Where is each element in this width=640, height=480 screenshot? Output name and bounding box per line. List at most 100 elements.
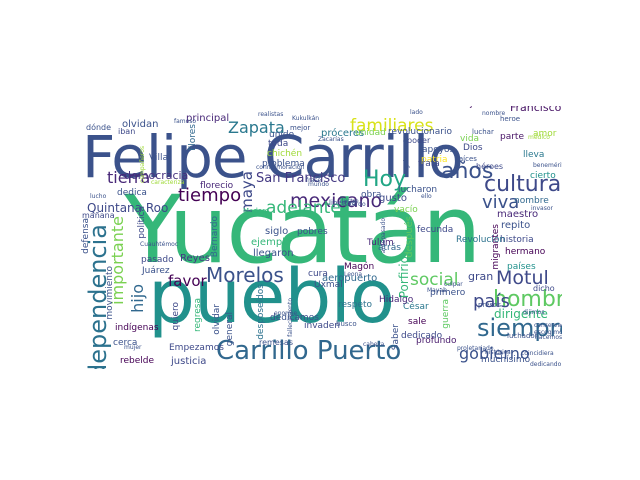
word: viva [482, 192, 520, 213]
word: Yucatán [124, 176, 482, 285]
word: Reyes [180, 253, 210, 264]
word: trata [418, 159, 440, 169]
word: compañeros [139, 146, 146, 183]
word: dedica [117, 188, 147, 198]
word: obra [361, 190, 382, 200]
word: parte [500, 132, 524, 142]
word: ello [421, 193, 432, 200]
word: famoso [174, 118, 197, 125]
word: invasor [531, 205, 553, 212]
word: apoyos [422, 145, 455, 155]
word: amor [533, 129, 557, 139]
word: adelante [266, 198, 341, 218]
word: chichén [267, 149, 303, 159]
word: profundo [416, 336, 457, 346]
word: hermano [505, 247, 546, 257]
word: defensa [81, 218, 91, 254]
word: benemérito [533, 162, 562, 169]
word: mundo [308, 181, 329, 188]
word: dicho [533, 284, 555, 293]
word: Empezamos [169, 343, 224, 353]
word: César [403, 302, 429, 312]
word: dirigente [494, 307, 548, 321]
word: dedicamos [270, 313, 319, 323]
word: cerca [113, 338, 138, 348]
word: Zacarías [318, 136, 344, 143]
word: dedicado [401, 331, 443, 341]
word: dedicando [530, 361, 562, 368]
word: unidad [355, 128, 386, 138]
word: heroe [500, 115, 521, 123]
word: hombre [493, 287, 562, 312]
word: coincidiera [521, 350, 554, 357]
word: toda [268, 139, 289, 149]
word: Ricardo [343, 201, 366, 208]
word: atrás [378, 243, 401, 253]
word: Felipe Carrillo [82, 123, 464, 191]
word: pueblo [148, 254, 395, 340]
word: repito [501, 220, 531, 231]
word: Tulum [367, 238, 394, 248]
word: movimiento [105, 266, 115, 320]
word: presos [478, 301, 502, 309]
word: cultura [484, 172, 562, 197]
word: realistas [258, 111, 284, 118]
word: antepasado [380, 218, 387, 254]
word: patria [421, 155, 448, 165]
word: fecunda [417, 225, 454, 235]
word: gobernador [403, 134, 410, 169]
word: maestro [497, 209, 539, 220]
word: tierra [107, 168, 151, 187]
word: llegaron [253, 248, 294, 259]
word: siglo [265, 226, 289, 237]
word: siempre [477, 314, 562, 342]
word: gobierno [459, 344, 530, 363]
word: lado [410, 109, 423, 116]
word: Dios [463, 143, 483, 153]
word-cloud: Yucatán pueblo Felipe Carrillo Carrillo … [80, 106, 562, 369]
word: Mayab [427, 287, 447, 294]
word: histórica [485, 349, 511, 356]
word: nombre [482, 110, 506, 117]
word: muchísimo [481, 355, 531, 365]
word: luchar [472, 128, 494, 136]
word: justicia [171, 356, 207, 367]
word: social [410, 270, 459, 290]
word: política [137, 206, 147, 239]
word: Motul [496, 267, 549, 289]
word: Villa [149, 153, 168, 163]
word: pasado [141, 255, 174, 265]
word: florecio [200, 181, 234, 191]
word: Leona [344, 271, 363, 278]
word: Hoy [363, 167, 407, 192]
word: proletariado [457, 345, 494, 352]
word: guerra [441, 299, 451, 329]
word: Hidalgo [379, 295, 414, 305]
word: migrantes [491, 224, 501, 270]
word: nombre [514, 196, 549, 206]
word: Francisco [510, 106, 562, 114]
word: cierto [530, 171, 556, 181]
word: pobres [297, 227, 328, 237]
word: Carrillo Puerto [216, 336, 402, 366]
word: luchador [507, 332, 538, 340]
word: mexicano [290, 190, 383, 212]
word: invaden [304, 321, 340, 331]
word: ejemplo [251, 237, 292, 248]
word: favor [168, 272, 207, 290]
word: países [507, 262, 536, 272]
word: indígenas [115, 323, 159, 333]
word: después [404, 216, 415, 258]
word: Kukulkán [292, 115, 320, 122]
word: años [441, 159, 494, 184]
word: tiempo [178, 185, 242, 206]
word: iban [118, 127, 136, 136]
word: Madero [243, 207, 270, 215]
word: sale [408, 317, 427, 327]
word: frase [306, 177, 322, 184]
word: libertad [329, 199, 356, 207]
word: unido [269, 130, 295, 140]
word: vacío [394, 205, 418, 215]
word: próceres [321, 128, 365, 139]
word: aeropuerto [322, 273, 378, 284]
